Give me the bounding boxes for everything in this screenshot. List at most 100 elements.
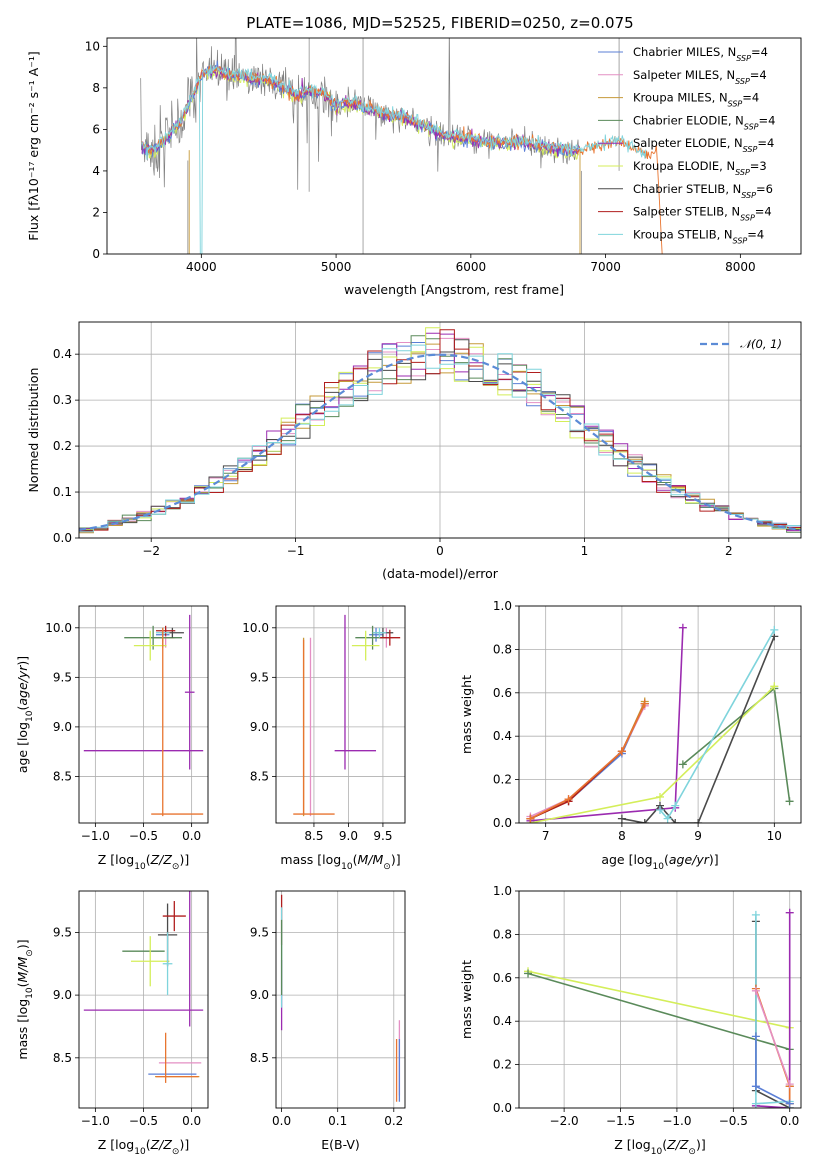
legend-label: Salpeter STELIB, NSSP=4 (633, 205, 772, 223)
y-tick-label: 8.5 (53, 769, 72, 783)
mass-weight-line (621, 636, 776, 823)
legend-label: 𝒩(0, 1) (740, 337, 782, 351)
y-tick-label: 6 (92, 122, 100, 136)
weight-vs-metallicity-panel: −2.0 −1.5 −1.0 −0.5 0.0 0.0 0.2 0.4 0.6 0.8 1.0 Z [… (459, 884, 802, 1157)
axes-frame (78, 890, 209, 1109)
x-tick-label: 9 (694, 829, 702, 843)
y-tick-label: 0.6 (493, 971, 512, 985)
y-tick-label: 1.0 (493, 884, 512, 898)
mass-weight-marker (526, 814, 535, 823)
legend-label: Kroupa ELODIE, NSSP=3 (633, 159, 767, 177)
x-tick-label: 0 (436, 544, 444, 558)
plot-content (293, 614, 401, 817)
y-tick-label: 10 (85, 39, 100, 53)
age-vs-metallicity-panel: −1.0 −0.5 0.0 8.5 9.0 9.5 10.0 Z [log10(Z/Z⊙)] a… (15, 605, 209, 872)
mass-weight-line (755, 921, 791, 1108)
y-tick-label: 0.8 (493, 642, 512, 656)
y-tick-label: 0.2 (493, 1058, 512, 1072)
y-axis-label: mass weight (459, 675, 474, 754)
mass-weight-line (682, 686, 791, 802)
mass-vs-metallicity-panel: −1.0 −0.5 0.0 8.5 9.0 9.5 Z [log10(Z/Z⊙)] mass … (15, 890, 209, 1157)
x-axis-label: age [log10(age/yr)] (601, 852, 718, 872)
mass-weight-marker (617, 747, 626, 756)
x-tick-label: 9.0 (339, 829, 358, 843)
plot-content (79, 327, 801, 534)
y-tick-label: 8.5 (250, 769, 269, 783)
y-tick-label: 8.5 (250, 1051, 269, 1065)
y-axis-label: mass weight (459, 960, 474, 1039)
y-tick-label: 0 (92, 247, 100, 261)
mass-weight-marker (656, 805, 664, 814)
mass-weight-marker (785, 908, 794, 917)
mass-weight-line (527, 970, 791, 1108)
mass-weight-marker (785, 1099, 794, 1108)
mass-weight-marker (751, 1082, 760, 1091)
mass-weight-marker (671, 801, 680, 810)
mass-weight-line (755, 912, 791, 1108)
y-tick-label: 0.4 (53, 347, 72, 361)
model-spectrum-line (141, 64, 647, 254)
axes-frame (106, 37, 802, 255)
mass-weight-marker (524, 969, 533, 978)
y-tick-label: 0.0 (493, 816, 512, 830)
mass-weight-marker (751, 910, 760, 919)
mass-vs-extinction-panel: 0.0 0.1 0.2 8.5 9.0 9.5 E(B-V) (250, 890, 406, 1152)
x-tick-label: 5000 (321, 260, 352, 274)
y-tick-label: 9.0 (53, 988, 72, 1002)
legend-label: Chabrier STELIB, NSSP=6 (633, 182, 773, 200)
y-tick-label: 9.0 (250, 988, 269, 1002)
axes-frame (518, 605, 802, 824)
plot-content (526, 623, 794, 823)
residual-histogram-panel: −2 −1 0 1 2 0.0 0.1 0.2 0.3 0.4 (data-model)/error… (26, 321, 802, 581)
y-tick-label: 2 (92, 205, 100, 219)
y-axis-label: age [log10(age/yr)] (15, 656, 35, 773)
x-tick-label: 4000 (186, 260, 217, 274)
x-tick-label: −2 (142, 544, 160, 558)
y-tick-label: 0.6 (493, 686, 512, 700)
mass-weight-marker (785, 797, 794, 806)
mass-weight-marker (640, 819, 649, 823)
x-tick-label: 8 (618, 829, 626, 843)
x-tick-label: 0.2 (384, 1114, 403, 1128)
mass-weight-line (530, 701, 646, 820)
x-axis-label: E(B-V) (321, 1137, 360, 1152)
model-spectrum-line (141, 64, 663, 254)
figure-title: PLATE=1086, MJD=52525, FIBERID=0250, z=0… (246, 14, 633, 32)
mass-weight-marker (663, 814, 672, 823)
y-axis-label: Flux [fλ10⁻¹⁷ erg cm⁻² s⁻¹ A⁻¹] (26, 51, 41, 240)
x-tick-label: 0.0 (272, 1114, 291, 1128)
y-tick-label: 4 (92, 164, 100, 178)
x-tick-label: −0.5 (719, 1114, 748, 1128)
axes-frame (78, 321, 802, 539)
x-tick-label: 1 (581, 544, 589, 558)
plot-content (83, 614, 204, 817)
x-tick-label: 8000 (725, 260, 756, 274)
mass-weight-marker (564, 795, 573, 804)
mass-weight-marker (656, 792, 664, 801)
x-tick-label: 7000 (590, 260, 621, 274)
legend-label: Chabrier MILES, NSSP=4 (633, 45, 768, 63)
y-tick-label: 9.5 (53, 925, 72, 939)
y-tick-label: 8.5 (53, 1051, 72, 1065)
age-vs-mass-panel: 8.5 9.0 9.5 8.5 9.0 9.5 10.0 mass [log10(M/M⊙)] (242, 605, 406, 872)
x-tick-label: 0.0 (182, 829, 201, 843)
legend-label: Chabrier ELODIE, NSSP=4 (633, 113, 775, 130)
mass-weight-line (530, 703, 646, 820)
y-tick-label: 1.0 (493, 599, 512, 613)
x-tick-label: −2.0 (550, 1114, 579, 1128)
mass-weight-line (530, 703, 646, 820)
legend-label: Salpeter ELODIE, NSSP=4 (633, 136, 774, 154)
mass-weight-line (530, 705, 646, 818)
mass-weight-marker (770, 682, 779, 691)
axes-frame (518, 890, 802, 1109)
y-tick-label: 0.0 (493, 1101, 512, 1115)
y-tick-label: 9.5 (250, 925, 269, 939)
y-tick-label: 0.0 (53, 531, 72, 545)
plot-content (524, 908, 794, 1108)
x-tick-label: 0.0 (182, 1114, 201, 1128)
x-tick-label: −1 (287, 544, 305, 558)
mass-weight-marker (751, 986, 760, 995)
mass-weight-line (530, 703, 646, 820)
y-tick-label: 9.0 (250, 720, 269, 734)
